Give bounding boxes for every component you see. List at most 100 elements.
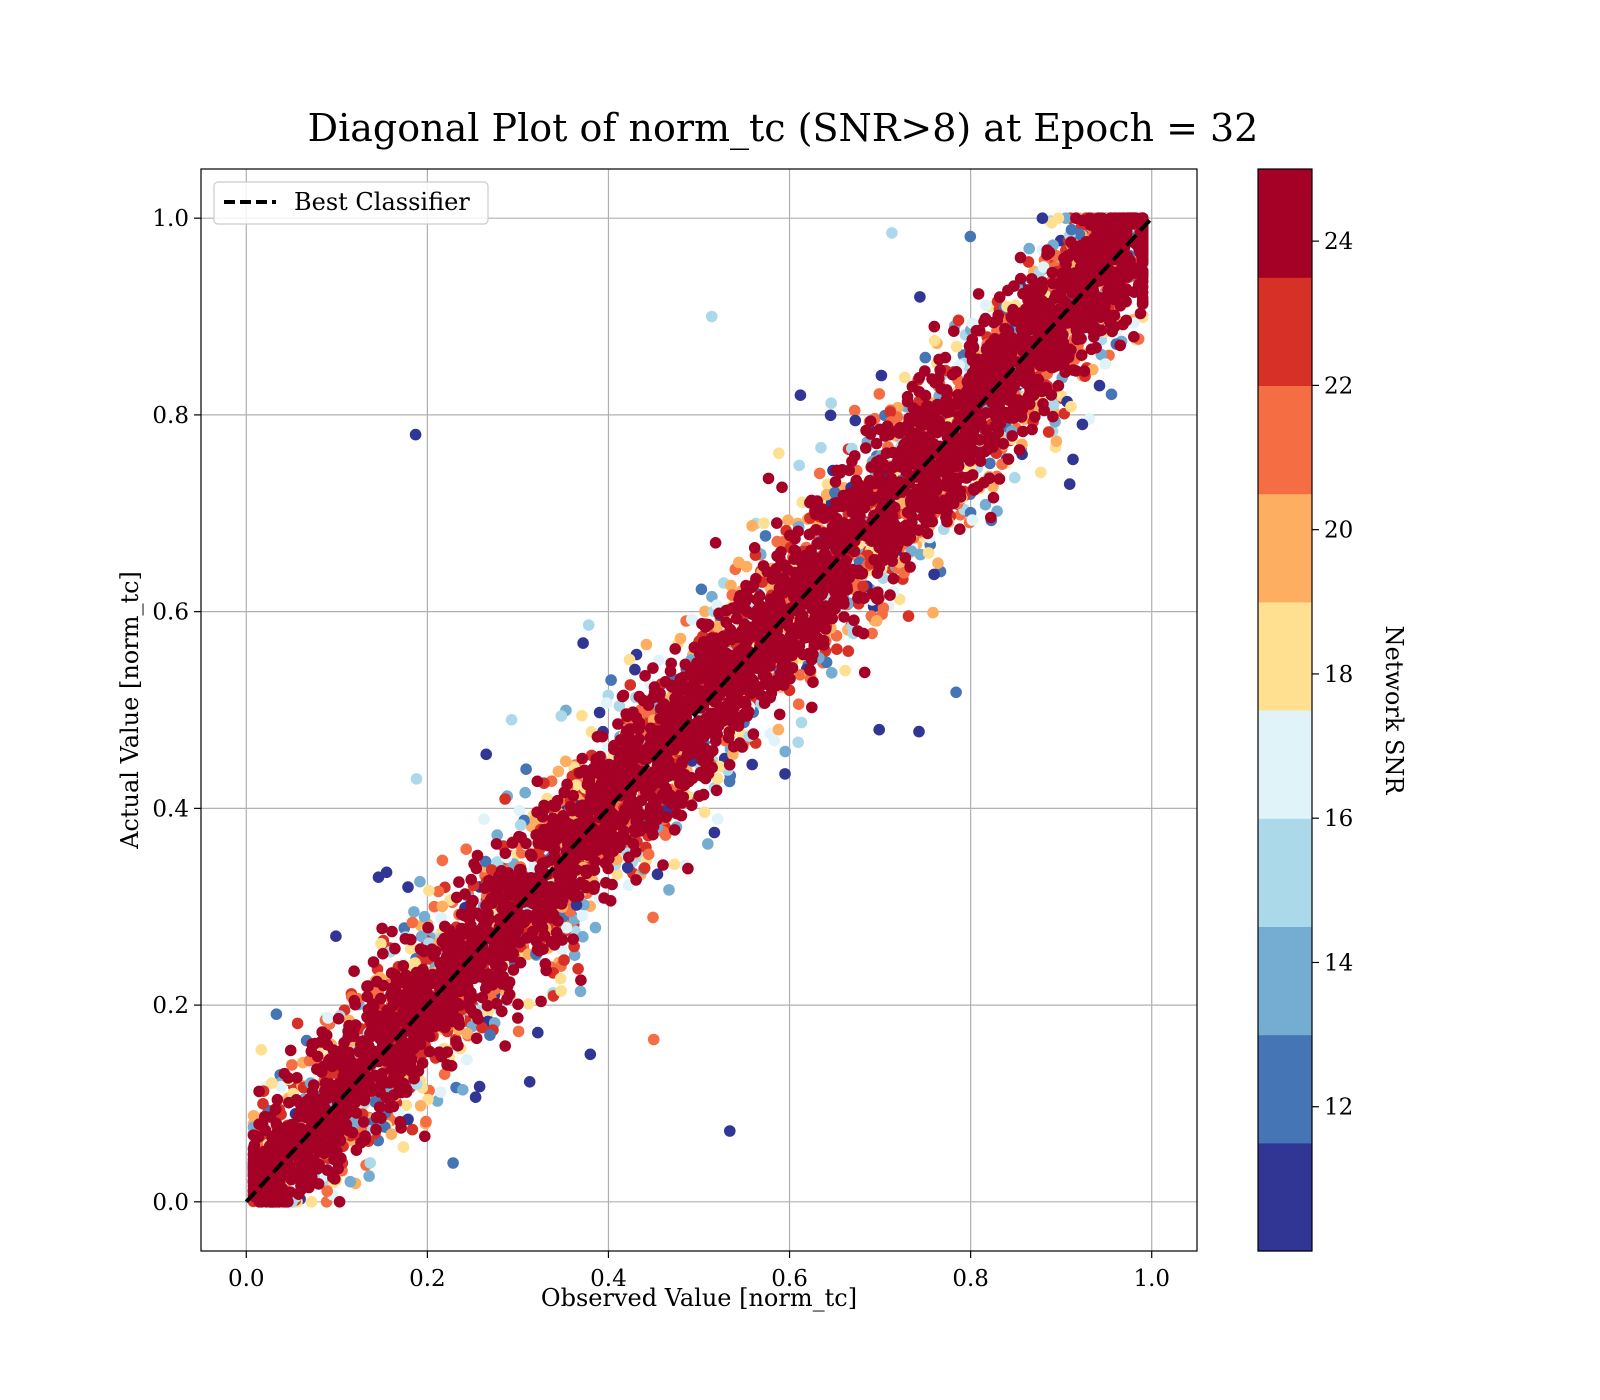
scatter-point xyxy=(408,906,420,918)
scatter-point xyxy=(560,922,573,934)
scatter-point xyxy=(523,1076,536,1088)
scatter-point xyxy=(983,431,996,444)
scatter-point xyxy=(886,227,898,239)
scatter-point xyxy=(1076,418,1089,431)
scatter-point xyxy=(468,858,480,870)
scatter-point xyxy=(409,428,422,441)
scatter-point xyxy=(469,1091,482,1103)
scatter-point xyxy=(782,514,794,526)
scatter-point xyxy=(772,723,785,736)
scatter-point xyxy=(747,728,760,740)
scatter-point xyxy=(759,530,772,542)
scatter-point xyxy=(980,299,992,312)
scatter-point xyxy=(350,1107,363,1119)
scatter-point xyxy=(418,910,431,923)
scatter-point xyxy=(964,230,977,243)
scatter-point xyxy=(414,875,426,888)
scatter-point xyxy=(559,755,572,768)
scatter-point xyxy=(864,415,877,428)
scatter-point xyxy=(473,1080,486,1093)
scatter-point xyxy=(779,768,791,780)
scatter-point xyxy=(552,765,565,778)
scatter-point xyxy=(423,1045,436,1058)
scatter-point xyxy=(898,371,911,384)
scatter-point xyxy=(376,922,388,935)
scatter-point xyxy=(993,291,1006,303)
scatter-point xyxy=(505,714,518,726)
scatter-point xyxy=(624,679,637,691)
scatter-point xyxy=(315,1036,327,1048)
scatter-point xyxy=(507,964,520,976)
scatter-point xyxy=(532,1026,544,1039)
scatter-point xyxy=(685,799,698,812)
scatter-point xyxy=(577,637,589,649)
scatter-point xyxy=(1014,251,1027,264)
scatter-point xyxy=(531,775,544,788)
scatter-point xyxy=(598,892,610,904)
scatter-point xyxy=(887,572,900,585)
scatter-point xyxy=(651,868,664,881)
scatter-point xyxy=(928,568,940,581)
scatter-point xyxy=(927,606,939,619)
scatter-point xyxy=(794,669,806,681)
scatter-point xyxy=(432,885,445,898)
scatter-point xyxy=(1026,423,1038,436)
scatter-point xyxy=(406,1123,419,1136)
scatter-point xyxy=(555,985,567,997)
scatter-point xyxy=(1008,471,1021,484)
scatter-point xyxy=(698,806,711,819)
scatter-point xyxy=(283,1096,295,1109)
scatter-point xyxy=(676,758,688,770)
scatter-point xyxy=(621,861,634,874)
scatter-point xyxy=(870,437,883,450)
scatter-point xyxy=(291,1017,304,1030)
scatter-point xyxy=(829,476,842,488)
scatter-point xyxy=(875,369,888,382)
scatter-point xyxy=(613,700,626,712)
scatter-point xyxy=(380,866,393,879)
scatter-point xyxy=(776,481,788,494)
scatter-point xyxy=(914,291,926,303)
scatter-point xyxy=(333,1196,346,1208)
scatter-point xyxy=(723,726,735,738)
scatter-point xyxy=(985,511,997,524)
scatter-point xyxy=(723,775,736,788)
scatter-point xyxy=(420,1115,432,1128)
scatter-point xyxy=(966,514,979,526)
scatter-point xyxy=(630,815,642,828)
scatter-point xyxy=(768,734,781,747)
scatter-point xyxy=(919,389,932,402)
scatter-point xyxy=(884,406,896,418)
scatter-point xyxy=(640,638,653,651)
scatter-point xyxy=(838,611,850,623)
scatter-point xyxy=(373,1101,386,1113)
scatter-point xyxy=(519,786,531,799)
scatter-point xyxy=(465,873,478,886)
scatter-point xyxy=(400,1099,413,1112)
scatter-point xyxy=(270,1008,283,1020)
scatter-point xyxy=(771,517,783,529)
scatter-point xyxy=(514,819,527,831)
scatter-point xyxy=(647,828,659,841)
scatter-point xyxy=(842,645,855,657)
scatter-point xyxy=(555,710,568,722)
scatter-point xyxy=(257,1098,269,1110)
scatter-point xyxy=(686,613,698,626)
scatter-point xyxy=(849,414,862,427)
scatter-point xyxy=(461,1053,473,1066)
scatter-point xyxy=(370,1111,383,1124)
scatter-point xyxy=(584,1048,597,1061)
scatter-point xyxy=(642,848,655,861)
scatter-point xyxy=(1035,466,1047,479)
scatter-point xyxy=(479,855,492,868)
scatter-point xyxy=(708,826,721,839)
scatter-point xyxy=(843,497,855,509)
scatter-point xyxy=(1037,398,1049,410)
scatter-point xyxy=(710,784,723,797)
scatter-point xyxy=(733,556,745,569)
scatter-point xyxy=(457,1084,469,1096)
scatter-point xyxy=(611,868,623,880)
scatter-point xyxy=(386,925,398,938)
scatter-point xyxy=(491,829,504,841)
scatter-point xyxy=(1014,272,1027,285)
